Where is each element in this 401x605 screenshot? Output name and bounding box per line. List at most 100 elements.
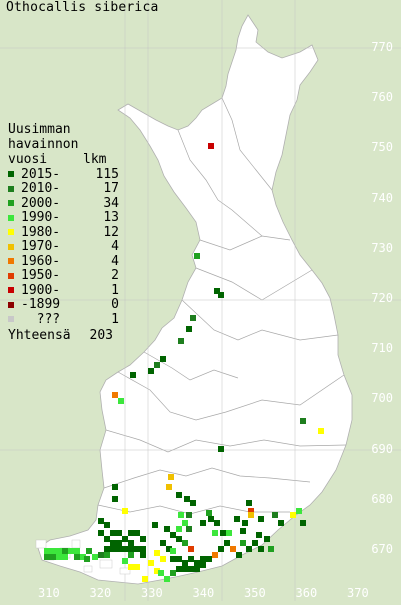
occurrence-marker (252, 540, 258, 546)
occurrence-marker (206, 556, 212, 562)
occurrence-marker (166, 546, 172, 552)
legend-row-count: 13 (103, 210, 119, 226)
occurrence-marker (194, 560, 200, 566)
legend-swatch (8, 287, 14, 294)
legend-row-label: 2000- (21, 195, 61, 211)
occurrence-marker (128, 546, 134, 552)
x-tick-label: 350 (244, 586, 266, 600)
occurrence-marker (290, 512, 296, 518)
legend-swatch (8, 171, 14, 178)
occurrence-marker (104, 546, 110, 552)
occurrence-marker (140, 536, 146, 542)
legend-header-row: vuosi lkm (8, 152, 119, 167)
occurrence-marker (258, 546, 264, 552)
occurrence-marker (246, 500, 252, 506)
occurrence-marker (122, 558, 128, 564)
x-tick-label: 340 (192, 586, 215, 600)
legend-total-count: 203 (89, 327, 113, 343)
occurrence-marker (74, 548, 80, 554)
occurrence-marker (272, 512, 278, 518)
x-tick-label: 360 (295, 586, 318, 600)
legend-row-label: 2015- (21, 166, 61, 182)
occurrence-marker (74, 554, 80, 560)
legend-swatch (8, 200, 14, 207)
legend-row-label: 1970- (21, 239, 61, 255)
occurrence-marker (170, 570, 176, 576)
occurrence-marker (112, 392, 118, 398)
occurrence-marker (128, 540, 134, 546)
occurrence-marker (104, 536, 110, 542)
occurrence-marker (218, 446, 224, 452)
legend-row: 1950- 2 (8, 268, 119, 283)
legend-row-count: 1 (111, 282, 119, 298)
occurrence-marker (236, 552, 242, 558)
occurrence-marker (62, 554, 68, 560)
occurrence-marker (248, 512, 254, 518)
occurrence-marker (186, 326, 192, 332)
legend-swatch (8, 243, 14, 250)
legend-swatch (8, 301, 14, 308)
occurrence-marker (186, 526, 192, 532)
occurrence-marker (184, 496, 190, 502)
occurrence-marker (212, 552, 218, 558)
occurrence-marker (230, 546, 236, 552)
occurrence-marker (84, 556, 90, 562)
occurrence-marker (176, 492, 182, 498)
occurrence-marker (148, 560, 154, 566)
occurrence-marker (188, 546, 194, 552)
occurrence-marker (208, 516, 214, 522)
occurrence-marker (268, 546, 274, 552)
occurrence-marker (164, 526, 170, 532)
occurrence-marker (234, 516, 240, 522)
occurrence-marker (92, 554, 98, 560)
occurrence-marker (168, 474, 174, 480)
occurrence-marker (140, 552, 146, 558)
occurrence-marker (300, 418, 306, 424)
occurrence-marker (142, 576, 148, 582)
occurrence-marker (178, 512, 184, 518)
occurrence-marker (178, 338, 184, 344)
occurrence-marker (248, 508, 254, 514)
legend-total: Yhteensä 203 (8, 328, 119, 343)
y-tick-label: 730 (371, 240, 393, 255)
legend-swatch (8, 229, 14, 236)
occurrence-marker (112, 496, 118, 502)
occurrence-marker (200, 520, 206, 526)
legend-row: ??? 1 (8, 312, 119, 327)
occurrence-marker (56, 548, 62, 554)
legend-row-label: 1980- (21, 224, 61, 240)
occurrence-marker (190, 500, 196, 506)
legend-header-line1: Uusimman (8, 122, 71, 137)
legend-col-year: vuosi (8, 152, 48, 167)
occurrence-marker (176, 556, 182, 562)
occurrence-marker (176, 536, 182, 542)
occurrence-marker (318, 428, 324, 434)
occurrence-marker (200, 562, 206, 568)
occurrence-marker (182, 520, 188, 526)
occurrence-marker (154, 550, 160, 556)
occurrence-marker (140, 546, 146, 552)
occurrence-markers (44, 143, 324, 582)
legend-row-label: 1900- (21, 282, 61, 298)
legend-row: 1990- 13 (8, 210, 119, 226)
legend-row: 1900- 1 (8, 283, 119, 298)
occurrence-marker (182, 566, 188, 572)
occurrence-marker (176, 526, 182, 532)
occurrence-marker (44, 554, 50, 560)
legend-row: 1980- 12 (8, 225, 119, 240)
occurrence-marker (240, 528, 246, 534)
occurrence-marker (240, 540, 246, 546)
occurrence-marker (264, 536, 270, 542)
x-tick-label: 310 (38, 586, 60, 600)
legend-header-line2: havainnon (8, 137, 79, 152)
occurrence-marker (188, 556, 194, 562)
occurrence-marker (98, 530, 104, 536)
occurrence-marker (134, 546, 140, 552)
occurrence-marker (56, 554, 62, 560)
occurrence-marker (128, 564, 134, 570)
occurrence-marker (116, 540, 122, 546)
occurrence-marker (154, 568, 160, 574)
occurrence-marker (200, 556, 206, 562)
legend: Uusimman havainnon vuosi lkm 2015- 115 201… (8, 122, 119, 343)
